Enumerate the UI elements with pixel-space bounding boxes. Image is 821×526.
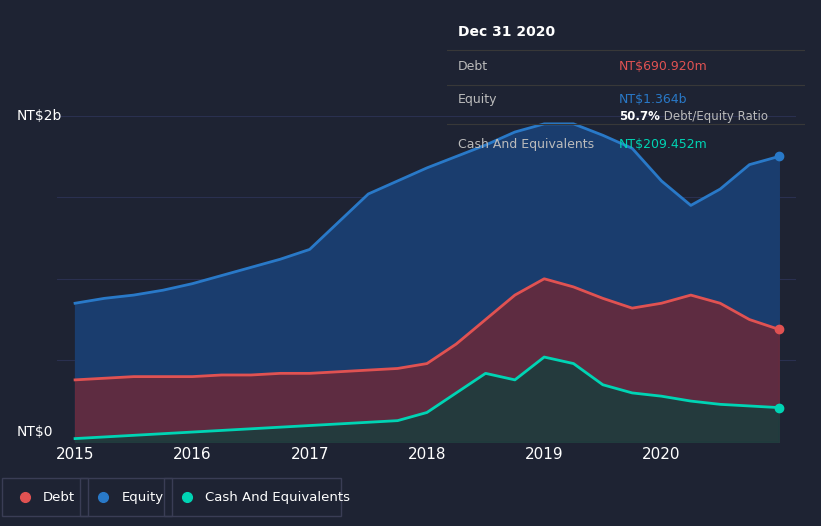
Text: NT$690.920m: NT$690.920m bbox=[619, 60, 708, 73]
Text: Debt: Debt bbox=[458, 60, 488, 73]
Text: Cash And Equivalents: Cash And Equivalents bbox=[205, 491, 351, 503]
Text: NT$2b: NT$2b bbox=[17, 109, 62, 123]
Text: 50.7%: 50.7% bbox=[619, 110, 660, 123]
Text: Debt/Equity Ratio: Debt/Equity Ratio bbox=[660, 110, 768, 123]
Text: Equity: Equity bbox=[122, 491, 163, 503]
Text: Equity: Equity bbox=[458, 93, 498, 106]
Text: NT$0: NT$0 bbox=[17, 424, 53, 439]
Text: Debt: Debt bbox=[43, 491, 75, 503]
Text: Cash And Equivalents: Cash And Equivalents bbox=[458, 138, 594, 151]
Text: NT$1.364b: NT$1.364b bbox=[619, 93, 687, 106]
Text: NT$209.452m: NT$209.452m bbox=[619, 138, 708, 151]
Text: Dec 31 2020: Dec 31 2020 bbox=[458, 25, 555, 39]
